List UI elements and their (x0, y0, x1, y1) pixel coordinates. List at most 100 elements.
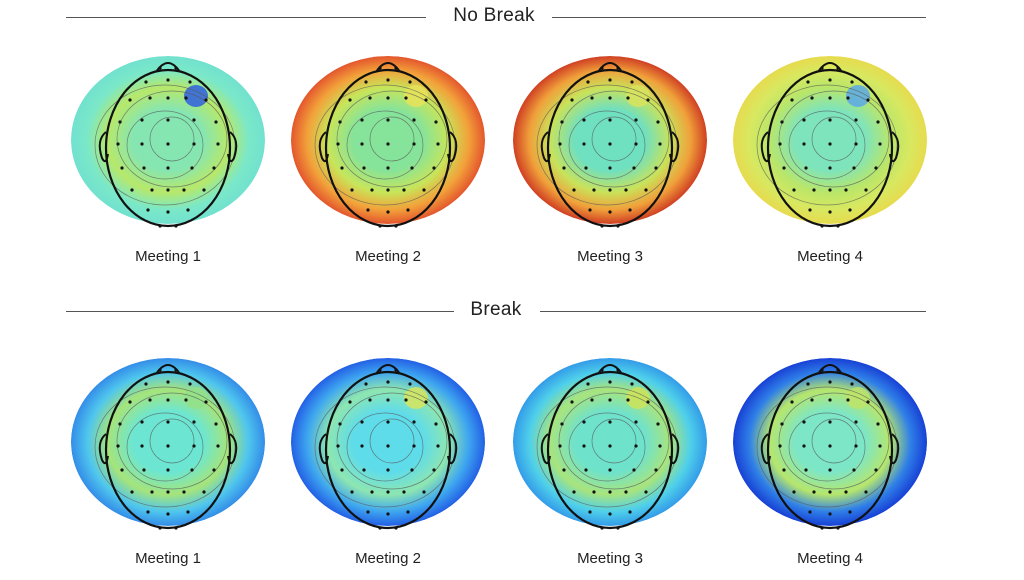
electrode-dot (216, 142, 220, 146)
electrode-dot (148, 398, 152, 402)
scalp-map (71, 56, 265, 228)
electrode-dot (658, 142, 662, 146)
electrode-dot (166, 512, 170, 516)
electrode-dot (608, 512, 612, 516)
electrode-dot (166, 142, 170, 146)
electrode-dot (410, 166, 414, 170)
electrode-dot (402, 490, 406, 494)
electrode-dot (624, 188, 628, 192)
electrode-dot (140, 420, 144, 424)
electrode-dot (424, 400, 428, 404)
electrode-dot (590, 398, 594, 402)
electrode-dot (370, 188, 374, 192)
contour-line (591, 116, 637, 162)
electrode-dot (166, 398, 170, 402)
head-outline (766, 68, 894, 228)
electrode-dot (584, 468, 588, 472)
electrode-dot (140, 444, 144, 448)
divider-left (66, 311, 454, 312)
electrode-dot (558, 142, 562, 146)
topomap-4: Meeting 4 (730, 342, 930, 572)
contour-line (346, 412, 424, 482)
electrode-dot (362, 468, 366, 472)
electrode-dot (350, 188, 354, 192)
left-ear-outline (540, 131, 551, 163)
electrode-dot (174, 526, 178, 530)
electrode-dot (820, 526, 824, 530)
contour-line (369, 116, 415, 162)
map-caption: Meeting 1 (135, 248, 201, 265)
section-header-no-break: No Break (0, 5, 1024, 29)
electrode-dot (118, 120, 122, 124)
electrode-dot (806, 80, 810, 84)
topomap-1: Meeting 1 (68, 40, 268, 270)
electrode-dot (626, 96, 630, 100)
contour-line (346, 110, 424, 180)
electrode-dot (386, 468, 390, 472)
electrode-dot (808, 208, 812, 212)
topomap-1: Meeting 1 (68, 342, 268, 572)
electrode-dot (182, 188, 186, 192)
electrode-dot (116, 444, 120, 448)
electrode-dot (348, 400, 352, 404)
electrode-dot (360, 142, 364, 146)
right-ear-outline (227, 433, 238, 465)
nose-outline (817, 62, 843, 73)
electrode-dot (434, 422, 438, 426)
map-caption: Meeting 4 (797, 550, 863, 567)
left-ear-outline (98, 131, 109, 163)
electrode-dot (864, 188, 868, 192)
electrode-dot (386, 444, 390, 448)
electrode-dot (192, 420, 196, 424)
divider-right (552, 17, 926, 18)
electrode-dot (828, 468, 832, 472)
map-caption: Meeting 3 (577, 550, 643, 567)
electrode-dot (584, 166, 588, 170)
electrode-dot (802, 420, 806, 424)
contour-line (788, 110, 866, 180)
electrode-dot (362, 166, 366, 170)
electrode-dot (190, 166, 194, 170)
electrode-dot (608, 490, 612, 494)
electrode-dot (878, 142, 882, 146)
electrode-dot (386, 380, 390, 384)
electrode-dot (166, 188, 170, 192)
electrode-dot (360, 420, 364, 424)
head-outline (546, 370, 674, 530)
nose-outline (597, 364, 623, 375)
electrode-dot (790, 400, 794, 404)
electrode-dot (386, 420, 390, 424)
electrode-dot (586, 80, 590, 84)
map-caption: Meeting 2 (355, 550, 421, 567)
electrode-dot (600, 368, 604, 372)
electrode-dot (836, 526, 840, 530)
electrode-dot (364, 382, 368, 386)
electrode-dot (560, 422, 564, 426)
electrode-dot (340, 468, 344, 472)
electrode-dot (828, 512, 832, 516)
contour-line (536, 386, 678, 508)
electrode-dot (366, 208, 370, 212)
electrode-dot (820, 368, 824, 372)
left-ear-outline (540, 433, 551, 465)
electrode-dot (214, 120, 218, 124)
electrode-dot (184, 96, 188, 100)
left-ear-outline (760, 433, 771, 465)
electrode-dot (166, 118, 170, 122)
electrode-dot (582, 118, 586, 122)
electrode-dot (150, 490, 154, 494)
electrode-dot (616, 368, 620, 372)
electrode-dot (406, 510, 410, 514)
topomap-row-break: Meeting 1 Meeting 2 Meeting 3 Meeting 4 (0, 342, 1024, 567)
electrode-dot (158, 526, 162, 530)
electrode-dot (630, 80, 634, 84)
electrode-dot (350, 490, 354, 494)
contour-line (788, 412, 866, 482)
contour-line (369, 418, 415, 464)
scalp-map (513, 56, 707, 228)
electrode-dot (854, 444, 858, 448)
electrode-dot (120, 468, 124, 472)
electrode-dot (182, 490, 186, 494)
contour-line (558, 90, 670, 188)
electrode-dot (386, 490, 390, 494)
